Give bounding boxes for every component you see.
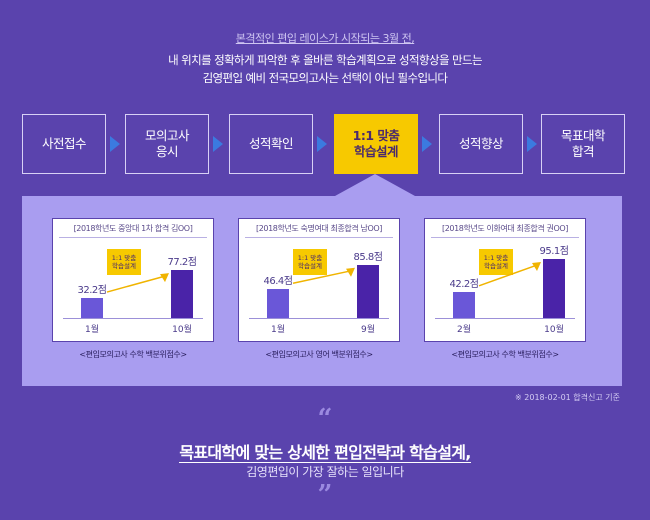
- month-label-after: 10월: [172, 325, 192, 335]
- kicker-text: 본격적인 편입 레이스가 시작되는 3월 전,: [235, 32, 415, 45]
- step-1: 사전접수: [22, 114, 106, 174]
- month-label-before: 1월: [84, 325, 99, 335]
- coaching-badge: 1:1 맞춤 학습설계: [293, 249, 327, 275]
- score-label-after: 85.8점: [353, 251, 383, 263]
- score-label-before: 32.2점: [77, 285, 107, 297]
- trend-arrow-icon: [106, 273, 169, 293]
- trend-arrow-icon: [292, 267, 355, 284]
- score-bar-after: [543, 259, 565, 318]
- step-4: 1:1 맞춤 학습설계: [334, 114, 418, 174]
- month-label-after: 9월: [360, 325, 375, 335]
- step-arrow-icon: [110, 136, 120, 152]
- result-card: [2018학년도 이화여대 최종합격 권OO] 42.2점 2월 95.1점 10월 1:…: [424, 218, 586, 342]
- score-bar-before: [81, 298, 103, 318]
- score-bar-before: [267, 289, 289, 318]
- step-3: 성적확인: [229, 114, 313, 174]
- step-2: 모의고사 응시: [125, 114, 209, 174]
- card-divider: [431, 237, 579, 238]
- step-5: 성적향상: [439, 114, 523, 174]
- card-caption: <편입모의고사 수학 백분위점수>: [79, 350, 187, 359]
- card-divider: [59, 237, 207, 238]
- footnote: ※ 2018-02-01 합격신고 기준: [515, 393, 620, 402]
- closing-headline-text: 목표대학에 맞는 상세한 편입전략과 학습설계,: [179, 443, 471, 463]
- card-caption: <편입모의고사 영어 백분위점수>: [265, 350, 373, 359]
- closing-headline: 목표대학에 맞는 상세한 편입전략과 학습설계,: [0, 439, 650, 463]
- chart-baseline: [63, 318, 203, 319]
- closing-subline: 김영편입이 가장 잘하는 일입니다: [246, 465, 404, 479]
- month-label-before: 1월: [270, 325, 285, 335]
- intro-line-1: 내 위치를 정확하게 파악한 후 올바른 학습계획으로 성적향상을 만드는: [168, 53, 482, 67]
- score-bar-before: [453, 291, 475, 318]
- card-divider: [245, 237, 393, 238]
- chart-baseline: [435, 318, 575, 319]
- step-arrow-icon: [317, 136, 327, 152]
- coaching-badge: 1:1 맞춤 학습설계: [479, 249, 513, 275]
- month-label-after: 10월: [544, 325, 564, 335]
- chart-baseline: [249, 318, 389, 319]
- result-card: [2018학년도 중앙대 1차 합격 김OO] 32.2점 1월 77.2점 10월 1:…: [52, 218, 214, 342]
- open-quote-icon: “: [317, 404, 333, 434]
- step-6: 목표대학 합격: [541, 114, 625, 174]
- card-title: [2018학년도 숙명여대 최종합격 남OO]: [256, 224, 382, 233]
- step-arrow-icon: [422, 136, 432, 152]
- trend-arrow-icon: [478, 262, 541, 287]
- score-label-before: 46.4점: [263, 276, 293, 288]
- score-label-after: 95.1점: [539, 246, 569, 258]
- step-arrow-icon: [213, 136, 223, 152]
- coaching-badge: 1:1 맞춤 학습설계: [107, 249, 141, 275]
- score-label-before: 42.2점: [449, 278, 479, 290]
- panel-pointer: [335, 174, 415, 196]
- result-card: [2018학년도 숙명여대 최종합격 남OO] 46.4점 1월 85.8점 9월 1:1…: [238, 218, 400, 342]
- card-caption: <편입모의고사 수학 백분위점수>: [451, 350, 559, 359]
- card-title: [2018학년도 중앙대 1차 합격 김OO]: [73, 224, 193, 233]
- step-arrow-icon: [527, 136, 537, 152]
- score-label-after: 77.2점: [167, 257, 197, 269]
- intro-line-2: 김영편입 예비 전국모의고사는 선택이 아닌 필수입니다: [202, 71, 448, 85]
- score-bar-after: [171, 270, 193, 318]
- close-quote-icon: ”: [317, 480, 333, 510]
- score-bar-after: [357, 264, 379, 318]
- card-title: [2018학년도 이화여대 최종합격 권OO]: [442, 224, 568, 233]
- month-label-before: 2월: [456, 325, 471, 335]
